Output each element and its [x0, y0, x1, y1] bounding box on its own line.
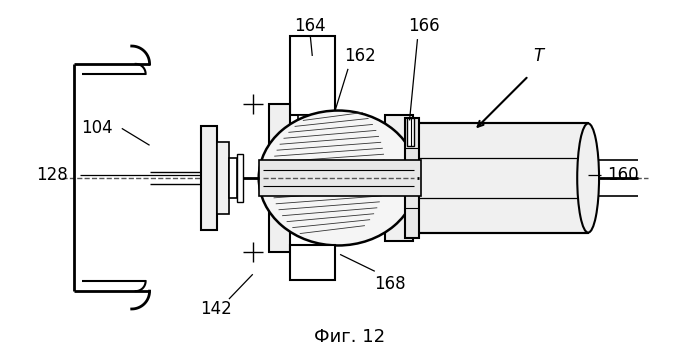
Bar	[407, 119, 414, 146]
Ellipse shape	[259, 111, 417, 246]
Text: 162: 162	[344, 47, 376, 65]
Text: 160: 160	[607, 166, 638, 184]
Bar	[259, 160, 421, 196]
Text: Фиг. 12: Фиг. 12	[314, 328, 386, 346]
Bar	[414, 124, 588, 232]
Bar	[298, 116, 327, 134]
Text: 166: 166	[409, 17, 440, 35]
Bar	[290, 36, 335, 116]
Bar	[217, 142, 229, 214]
Text: 142: 142	[200, 300, 232, 318]
Text: 104: 104	[81, 119, 113, 137]
Bar	[385, 116, 412, 241]
Text: 128: 128	[36, 166, 68, 184]
Bar	[269, 104, 290, 252]
Bar	[229, 158, 237, 198]
Text: 168: 168	[374, 275, 405, 293]
Ellipse shape	[578, 124, 599, 232]
Bar	[237, 154, 243, 202]
Bar	[405, 119, 419, 237]
Bar	[290, 246, 335, 280]
Bar	[201, 126, 217, 230]
Text: 164: 164	[295, 17, 326, 35]
Text: T: T	[533, 47, 544, 65]
